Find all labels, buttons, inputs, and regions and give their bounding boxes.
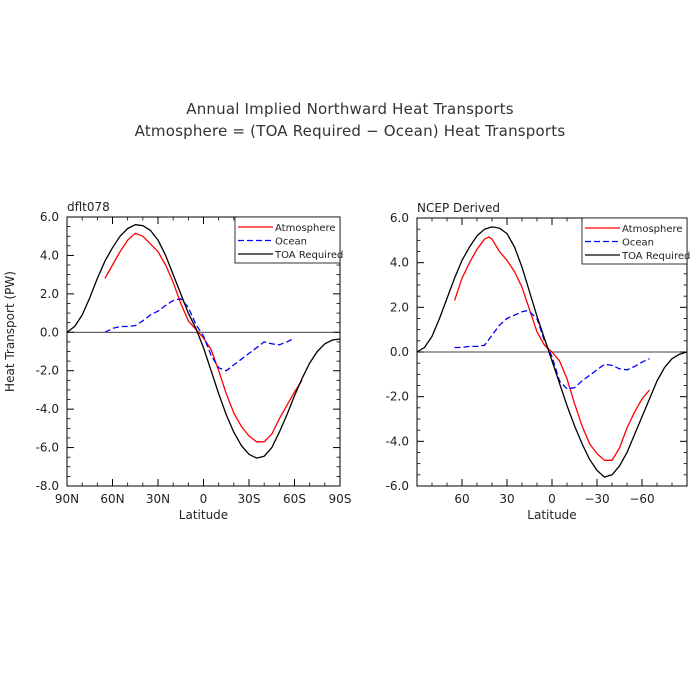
legend: Atmosphere Ocean TOA Required [234,216,343,264]
y-tick-label: -8.0 [36,479,59,493]
legend-entry: TOA Required [621,251,690,262]
x-tick-label: 90S [329,492,352,506]
x-tick-label: 0 [548,492,556,506]
y-tick-label: 2.0 [40,287,59,301]
legend: Atmosphere Ocean TOA Required [581,217,690,265]
y-tick-label: 2.0 [390,300,409,314]
x-tick-label: 30S [238,492,261,506]
x-axis-label: Latitude [179,508,228,522]
x-tick-label: 60N [100,492,124,506]
x-tick-label: 30N [146,492,170,506]
series-line-ocean [104,298,295,372]
series-line-toa-required [417,226,687,478]
y-tick-label: -2.0 [36,364,59,378]
x-tick-label: 0 [200,492,208,506]
y-tick-label: -4.0 [36,402,59,416]
x-tick-label: 60 [454,492,469,506]
panel-2: 6.0 4.0 2.0 0.0 -2.0 -4.0 -6.0 60 30 0 −30 −60 NCEP … [386,201,691,522]
series-line-toa-required [67,224,340,459]
chart-title: Annual Implied Northward Heat Transports [186,100,514,118]
y-tick-label: 4.0 [390,256,409,270]
x-tick-label: −30 [584,492,609,506]
chart-subtitle: Atmosphere = (TOA Required − Ocean) Heat… [134,122,566,140]
y-tick-label: 0.0 [390,345,409,359]
legend-entry: TOA Required [274,250,343,261]
x-axis-label: Latitude [527,508,576,522]
series-line-atmosphere [104,232,303,443]
y-tick-label: -6.0 [36,441,59,455]
y-tick-label: 6.0 [40,210,59,224]
panel-label: NCEP Derived [417,201,500,215]
series-line-ocean [454,310,650,390]
x-tick-label: 30 [499,492,514,506]
x-tick-label: 60S [283,492,306,506]
series-line-atmosphere [453,236,650,461]
y-tick-label: 6.0 [390,211,409,225]
panel-label: dflt078 [67,200,110,214]
y-tick-label: -4.0 [386,434,409,448]
y-tick-label: -2.0 [386,390,409,404]
legend-entry: Atmosphere [275,223,336,234]
y-tick-label: 0.0 [40,325,59,339]
x-tick-label: 90N [55,492,79,506]
legend-entry: Atmosphere [622,224,683,235]
y-axis-label: Heat Transport (PW) [3,271,17,392]
legend-entry: Ocean [275,237,307,248]
legend-entry: Ocean [622,238,654,249]
x-tick-label: −60 [629,492,654,506]
y-tick-label: -6.0 [386,479,409,493]
y-tick-label: 4.0 [40,248,59,262]
